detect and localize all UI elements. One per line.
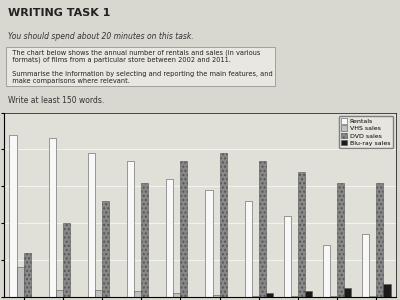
Bar — [323, 245, 330, 297]
Bar — [266, 293, 273, 297]
Bar — [284, 216, 291, 297]
Bar — [362, 234, 369, 297]
Bar — [220, 153, 227, 297]
Bar — [10, 135, 16, 297]
Text: The chart below shows the annual number of rentals and sales (in various
  forma: The chart below shows the annual number … — [8, 49, 273, 84]
Text: Write at least 150 words.: Write at least 150 words. — [8, 96, 104, 105]
Bar — [330, 296, 337, 297]
Bar — [134, 291, 141, 297]
Text: You should spend about 20 minutes on this task.: You should spend about 20 minutes on thi… — [8, 32, 194, 41]
Bar — [245, 201, 252, 297]
Bar — [24, 253, 31, 297]
Bar — [384, 284, 390, 297]
Bar — [49, 138, 56, 297]
Text: WRITING TASK 1: WRITING TASK 1 — [8, 8, 110, 18]
Bar — [95, 290, 102, 297]
Bar — [63, 223, 70, 297]
Bar — [206, 190, 212, 297]
Bar — [127, 160, 134, 297]
Bar — [212, 295, 220, 297]
Bar — [88, 153, 95, 297]
Bar — [305, 291, 312, 297]
Bar — [102, 201, 109, 297]
Bar — [141, 183, 148, 297]
Legend: Rentals, VHS sales, DVD sales, Blu-ray sales: Rentals, VHS sales, DVD sales, Blu-ray s… — [339, 116, 393, 148]
Bar — [56, 290, 63, 297]
Bar — [16, 268, 24, 297]
Bar — [180, 160, 188, 297]
Bar — [166, 179, 173, 297]
Bar — [344, 288, 351, 297]
Bar — [369, 296, 376, 297]
Bar — [259, 160, 266, 297]
Bar — [298, 172, 305, 297]
Bar — [252, 296, 259, 297]
Bar — [291, 296, 298, 297]
Bar — [173, 293, 180, 297]
Bar — [376, 183, 384, 297]
Bar — [337, 183, 344, 297]
